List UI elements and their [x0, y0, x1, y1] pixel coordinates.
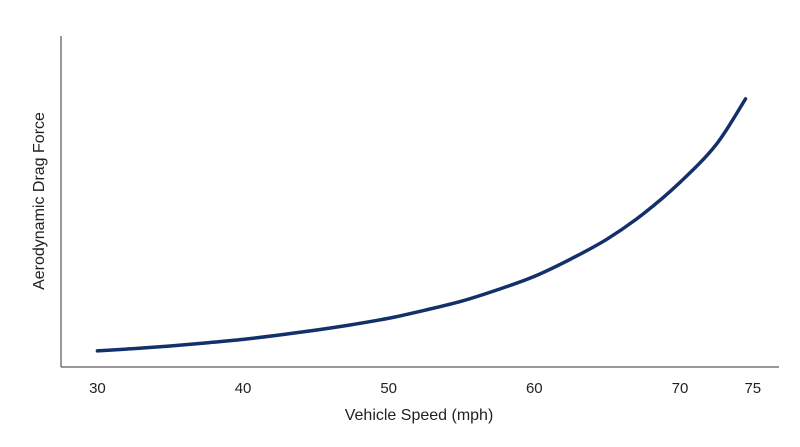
x-tick-label-40: 40 — [235, 380, 252, 397]
x-tick-label-60: 60 — [526, 380, 543, 397]
drag-force-curve — [95, 97, 748, 353]
x-axis-title: Vehicle Speed (mph) — [345, 407, 494, 424]
x-tick-label-50: 50 — [380, 380, 397, 397]
x-tick-label-75: 75 — [744, 380, 761, 397]
x-tick-labels: 30 40 50 60 70 75 — [89, 380, 761, 397]
x-tick-label-70: 70 — [672, 380, 689, 397]
x-tick-label-30: 30 — [89, 380, 106, 397]
y-axis-title: Aerodynamic Drag Force — [31, 112, 48, 290]
